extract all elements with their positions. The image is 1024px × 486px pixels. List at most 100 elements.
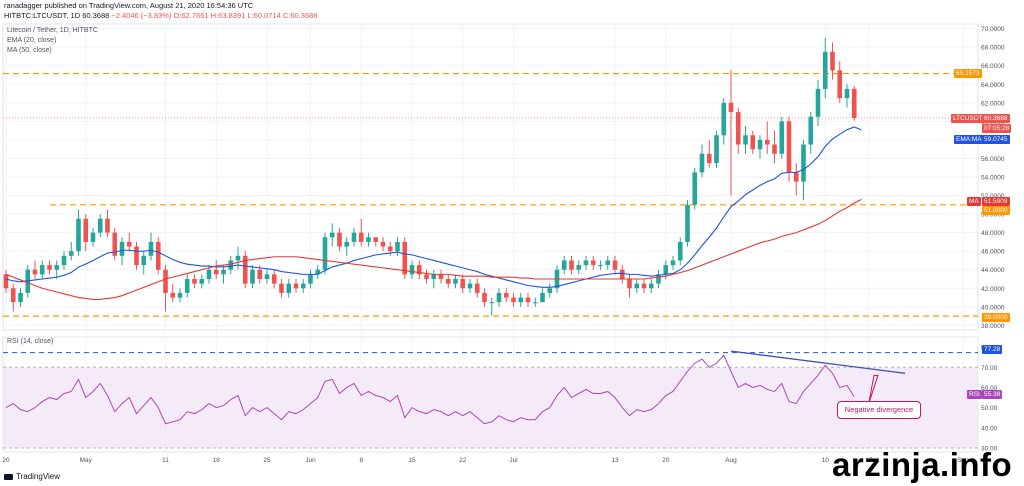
high-value: H:63.8391 <box>210 11 246 20</box>
divergence-arrow <box>868 374 879 404</box>
candle-body <box>474 283 480 293</box>
candle-body <box>315 269 321 275</box>
candle-body <box>264 274 270 279</box>
candle-body <box>351 232 357 242</box>
candle-body <box>445 279 451 284</box>
candle-body <box>10 288 16 303</box>
candle-body <box>126 241 132 247</box>
rsi-tick-label: 50.00 <box>981 405 998 412</box>
ma-tag: 51.5909 <box>982 197 1010 206</box>
candle-body <box>467 283 473 289</box>
price-tick-label: 56.0000 <box>981 156 1005 163</box>
candle-body <box>772 144 777 154</box>
ma-label: MA <box>967 197 981 206</box>
price-tick-label: 38.0000 <box>981 323 1005 330</box>
price-tick-label: 50.0000 <box>981 212 1005 219</box>
header-bar: ranadagger published on TradingView.com,… <box>0 0 1024 24</box>
candle-body <box>532 302 538 304</box>
time-tick-label: 10 <box>822 457 830 464</box>
candle-body <box>221 269 226 275</box>
close-value: C:60.3688 <box>282 11 318 20</box>
candle-body <box>801 144 806 182</box>
candle-body <box>228 260 234 270</box>
legend-title: Litecoin / Tether, 1D, HITBTC <box>7 27 98 34</box>
candle-body <box>786 121 792 173</box>
candle-body <box>547 288 553 293</box>
candle-body <box>757 139 763 150</box>
candle-body <box>612 260 618 270</box>
symbol-info: HITBTC:LTCUSDT, 1D 60.3688 <box>4 11 110 20</box>
candle-body <box>308 274 313 284</box>
candle-body <box>300 283 306 289</box>
candle-body <box>540 292 545 303</box>
publisher-line: ranadagger published on TradingView.com,… <box>4 1 254 10</box>
candle-body <box>250 269 255 284</box>
price-tick-label: 42.0000 <box>981 286 1005 293</box>
candle-body <box>460 279 466 289</box>
open-value: O:62.7661 <box>173 11 209 20</box>
price-tick-label: 40.0000 <box>981 304 1005 311</box>
price-tick-label: 64.0000 <box>981 82 1005 89</box>
time-tick-label: 20 <box>2 457 10 464</box>
candle-body <box>438 274 444 279</box>
legend-ma: MA (50, close) <box>7 47 52 54</box>
last-price-tag: 60.3688 <box>982 114 1010 123</box>
candle-body <box>685 204 690 242</box>
candle-body <box>32 269 38 275</box>
candle-body <box>641 283 647 289</box>
candle-body <box>76 218 81 252</box>
candle-body <box>409 265 415 275</box>
candle-body <box>808 116 814 145</box>
candle-body <box>155 241 161 270</box>
price-tick-label: 66.0000 <box>981 63 1005 70</box>
candle-body <box>242 255 248 284</box>
candle-body <box>634 283 640 289</box>
candle-body <box>112 232 118 256</box>
candle-body <box>293 283 299 289</box>
ema-tag: 59.0745 <box>982 135 1010 144</box>
price-tick-label: 52.0000 <box>981 193 1005 200</box>
tradingview-label: TradingView <box>16 472 61 481</box>
ma-line <box>5 198 862 300</box>
candle-body <box>271 274 277 284</box>
price-tick-label: 46.0000 <box>981 249 1005 256</box>
candle-body <box>47 265 52 270</box>
divergence-trendline <box>730 350 906 374</box>
price-tick-label: 44.0000 <box>981 267 1005 274</box>
price-tick-label: 48.0000 <box>981 230 1005 237</box>
candle-body <box>518 297 524 303</box>
chart-legend: Litecoin / Tether, 1D, HITBTC EMA (20, c… <box>7 26 98 56</box>
candle-body <box>83 218 89 242</box>
candle-body <box>851 88 857 118</box>
watermark: arzinja.info <box>832 446 1013 483</box>
candle-body <box>61 255 67 266</box>
candle-body <box>503 292 509 298</box>
time-tick-label: 25 <box>263 457 271 464</box>
price-tick-label: 62.0000 <box>981 100 1005 107</box>
candle-body <box>366 237 371 242</box>
candle-body <box>395 241 400 252</box>
candle-body <box>380 241 386 247</box>
candle-body <box>184 279 190 293</box>
candle-body <box>656 274 661 284</box>
candle-body <box>279 283 284 293</box>
change-value: −2.4046 (−3.83%) <box>111 11 172 20</box>
candle-body <box>424 274 429 279</box>
candle-body <box>68 251 74 256</box>
rsi-tick-label: 30.00 <box>981 445 998 452</box>
tradingview-logo[interactable]: TradingView <box>4 472 60 481</box>
candle-body <box>576 265 582 270</box>
time-tick-label: 8 <box>359 457 363 464</box>
candle-body <box>119 241 125 256</box>
candle-body <box>387 246 393 252</box>
candle-body <box>257 269 263 279</box>
candle-body <box>496 292 502 303</box>
negative-divergence-annotation: Negative divergence <box>837 401 921 419</box>
candle-body <box>844 88 850 99</box>
last-price-label: LTCUSDT <box>951 114 985 123</box>
ohlc-line: HITBTC:LTCUSDT, 1D 60.3688 −2.4046 (−3.8… <box>4 11 317 20</box>
candle-body <box>699 153 705 173</box>
time-tick-label: Jun <box>305 457 316 464</box>
price-tick-label: 70.0000 <box>981 26 1005 33</box>
